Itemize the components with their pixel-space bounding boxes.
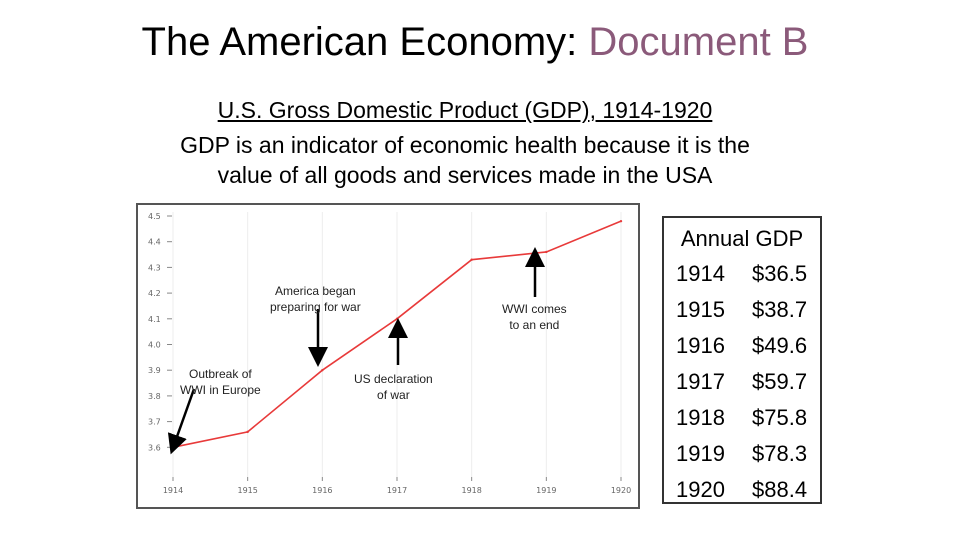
table-gdp-value: $38.7 bbox=[752, 297, 808, 322]
table-gdp-value: $88.4 bbox=[752, 477, 808, 502]
gdp-data-point bbox=[171, 446, 175, 449]
table-row: 1914 $36.5 bbox=[664, 260, 820, 296]
table-row: 1918 $75.8 bbox=[664, 404, 820, 440]
y-tick-label: 3.7 bbox=[148, 418, 161, 427]
slide-title: The American Economy: Document B bbox=[0, 18, 950, 66]
x-tick-label: 1920 bbox=[611, 486, 631, 495]
title-accent: Document B bbox=[588, 20, 809, 64]
table-year: 1916 bbox=[676, 333, 725, 358]
y-tick-label: 3.9 bbox=[148, 366, 161, 375]
y-tick-label: 4.2 bbox=[148, 289, 161, 298]
x-tick-label: 1916 bbox=[312, 486, 332, 495]
x-tick-label: 1919 bbox=[536, 486, 556, 495]
table-gdp-value: $36.5 bbox=[752, 261, 808, 286]
gdp-data-point bbox=[246, 430, 249, 434]
x-tick-label: 1917 bbox=[387, 486, 407, 495]
y-tick-label: 4.5 bbox=[148, 212, 161, 221]
annotation-line: preparing for war bbox=[270, 300, 361, 314]
table-year: 1914 bbox=[676, 261, 725, 286]
annotation-line: America began bbox=[275, 284, 356, 298]
gdp-data-point bbox=[395, 317, 399, 320]
x-tick-label: 1915 bbox=[237, 486, 257, 495]
annotation-us-declaration: US declaration of war bbox=[354, 371, 433, 403]
gdp-data-point bbox=[619, 219, 623, 223]
table-year: 1918 bbox=[676, 405, 725, 430]
y-tick-label: 3.8 bbox=[148, 392, 161, 401]
description-line: value of all goods and services made in … bbox=[217, 162, 713, 188]
gdp-data-point bbox=[470, 258, 473, 261]
annotation-arrow bbox=[167, 388, 196, 455]
table-year: 1920 bbox=[676, 477, 725, 502]
y-tick-label: 4.1 bbox=[148, 315, 161, 324]
annotation-outbreak: Outbreak of WWI in Europe bbox=[180, 366, 261, 398]
table-year: 1917 bbox=[676, 369, 725, 394]
table-gdp-value: $59.7 bbox=[752, 369, 808, 394]
y-tick-label: 4.4 bbox=[148, 238, 161, 247]
x-tick-label: 1918 bbox=[461, 486, 481, 495]
annotation-line: to an end bbox=[509, 318, 560, 332]
annotation-america-preparing: America began preparing for war bbox=[270, 283, 361, 315]
annotation-line: US declaration bbox=[354, 372, 433, 386]
annotation-line: WWI in Europe bbox=[180, 383, 261, 397]
table-gdp-value: $78.3 bbox=[752, 441, 808, 466]
table-row: 1919 $78.3 bbox=[664, 440, 820, 476]
table-row: 1917 $59.7 bbox=[664, 368, 820, 404]
gdp-data-point bbox=[545, 250, 548, 254]
table-row: 1915 $38.7 bbox=[664, 296, 820, 332]
title-main: The American Economy: bbox=[141, 20, 589, 64]
chart-subtitle: U.S. Gross Domestic Product (GDP), 1914-… bbox=[217, 97, 713, 123]
table-title: Annual GDP bbox=[680, 226, 804, 251]
y-tick-label: 3.6 bbox=[148, 443, 161, 452]
annotation-line: WWI comes bbox=[502, 302, 567, 316]
table-gdp-value: $49.6 bbox=[752, 333, 808, 358]
gdp-data-point bbox=[321, 369, 324, 372]
gdp-chart: 1914 1915 1916 1917 1918 1919 1920 4.5 4.4 4.3 4.2… bbox=[136, 203, 640, 509]
annual-gdp-table: Annual GDP 1914 $36.5 1915 $38.7 1916 $49.6 19… bbox=[662, 216, 822, 504]
description-line: GDP is an indicator of economic health b… bbox=[180, 132, 750, 158]
chart-canvas: 1914 1915 1916 1917 1918 1919 1920 4.5 4.4 4.3 4.2… bbox=[148, 212, 631, 495]
table-year: 1915 bbox=[676, 297, 725, 322]
table-gdp-value: $75.8 bbox=[752, 405, 808, 430]
annotation-wwi-ends: WWI comes to an end bbox=[502, 301, 567, 333]
y-tick-label: 4.3 bbox=[148, 263, 161, 272]
table-year: 1919 bbox=[676, 441, 725, 466]
y-tick-label: 4.0 bbox=[148, 341, 161, 350]
annotation-line: of war bbox=[377, 388, 410, 402]
annotation-line: Outbreak of bbox=[189, 367, 252, 381]
x-tick-label: 1914 bbox=[163, 486, 183, 495]
description: GDP is an indicator of economic health b… bbox=[0, 130, 930, 190]
table-row: 1920 $88.4 bbox=[664, 476, 820, 512]
table-row: 1916 $49.6 bbox=[664, 332, 820, 368]
